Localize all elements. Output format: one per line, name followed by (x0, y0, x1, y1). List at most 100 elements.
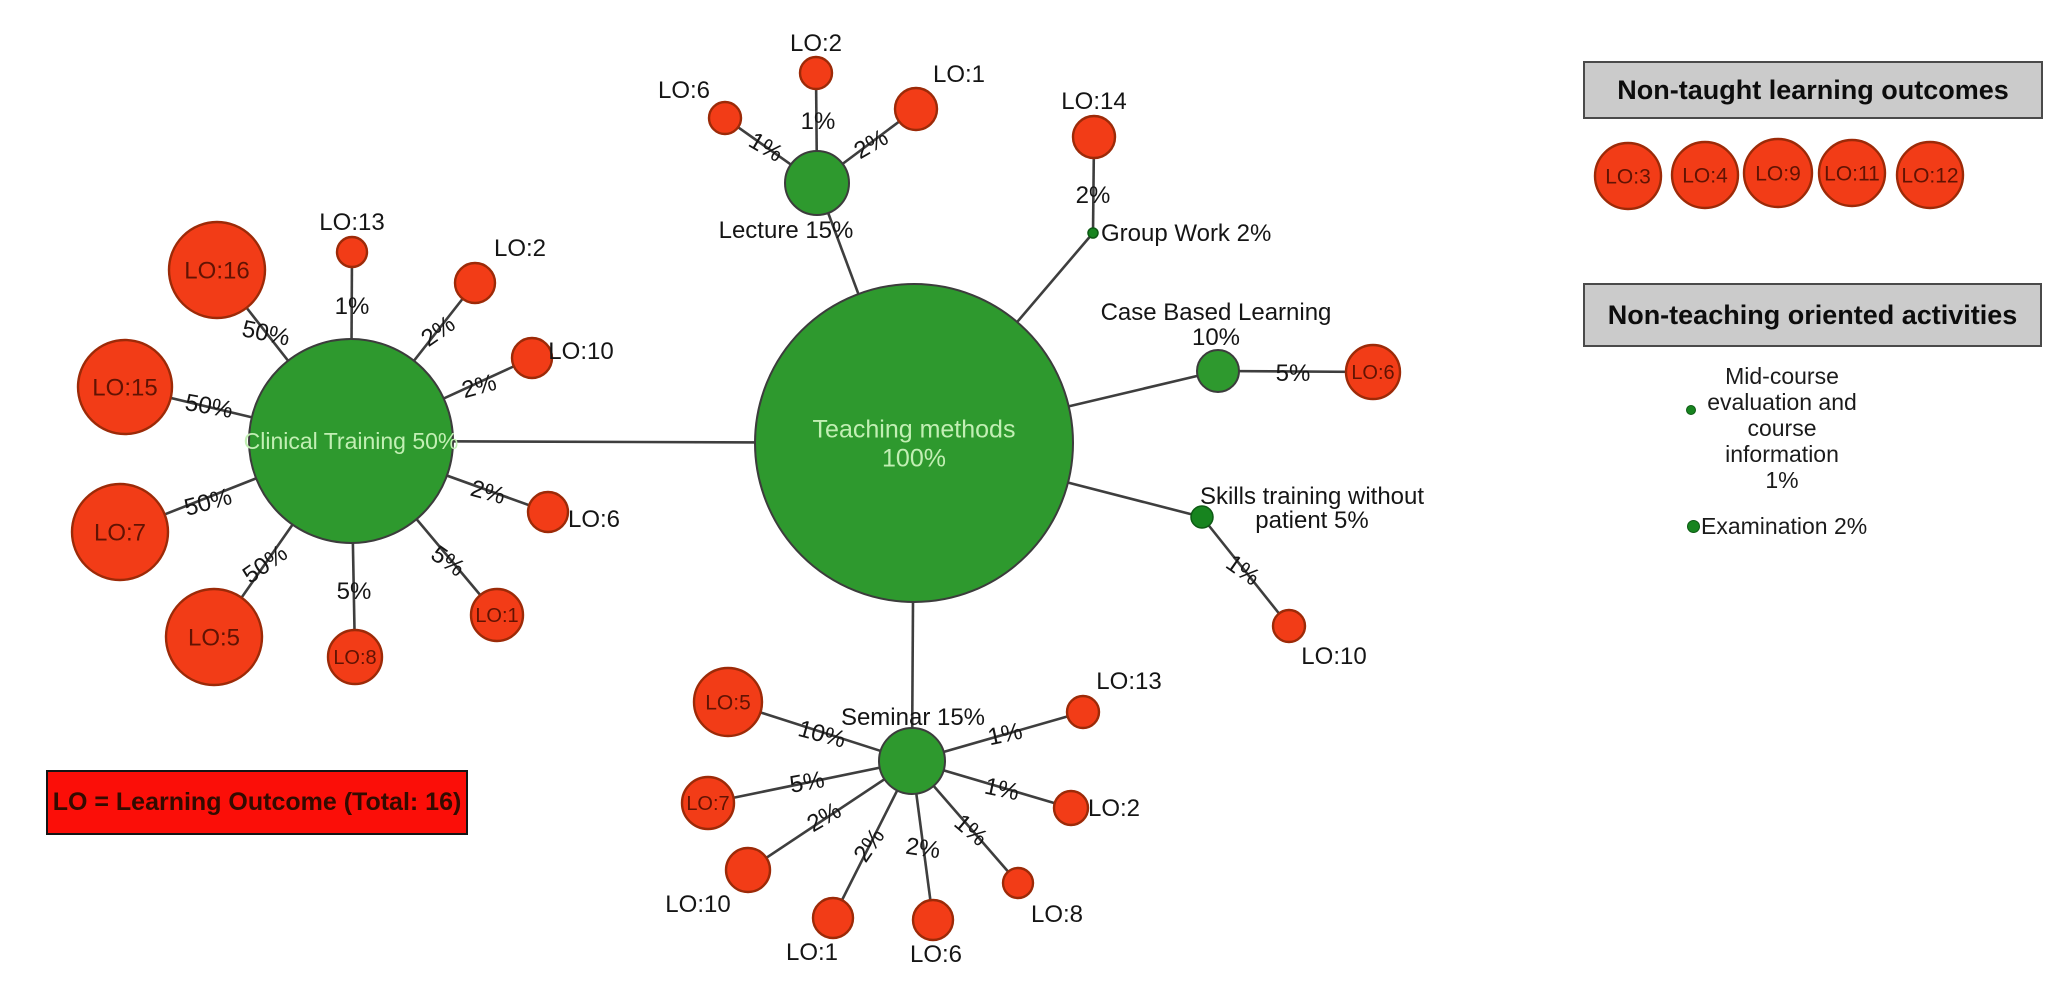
node-label: LO:10 (548, 338, 613, 365)
free-labels-layer: Lecture 15% Seminar 15% Case Based Learnin… (319, 30, 1424, 968)
node-label-c-lo16: LO:16 (184, 257, 249, 284)
midcourse-line: 1% (1765, 467, 1799, 493)
node-label-lg-lo4: LO:4 (1682, 164, 1728, 187)
node-circle-c-lo16 (167, 220, 267, 320)
node-label: LO:2 (494, 235, 546, 262)
node-label: LO:6 (568, 506, 620, 533)
edge-percentage-label: 1% (982, 773, 1022, 807)
node-circle-c-lo15 (76, 338, 174, 436)
node-circle-teaching (754, 283, 1074, 603)
midcourse-line: Mid-course (1725, 363, 1839, 389)
node-label: LO:14 (1061, 88, 1126, 115)
edge-percentage-label: 50% (181, 483, 234, 522)
legend-header-non-teaching: Non-teaching oriented activities (1583, 283, 2042, 347)
node-circle-c-lo5 (164, 587, 264, 687)
node-label: LO:10 (1301, 643, 1366, 670)
node-circle-sem-lo2 (1052, 789, 1090, 827)
node-circle-c-lo1 (469, 587, 525, 643)
examination-label-row: Examination 2% (1687, 513, 1867, 540)
legend-note-box: LO = Learning Outcome (Total: 16) (46, 770, 468, 835)
node-circle-sem-lo1 (811, 896, 855, 940)
node-circle-lg-lo9 (1742, 137, 1814, 209)
node-circle-seminar (878, 727, 946, 795)
node-label: Seminar 15% (841, 704, 985, 731)
edge-percentage-label: 2% (1076, 182, 1111, 209)
node-circle-lecture (784, 150, 850, 216)
node-label: 10% (1192, 324, 1240, 351)
node-circle-sem-lo5 (692, 666, 764, 738)
node-circle-sk-lo10 (1271, 608, 1307, 644)
node-label-sem-lo5: LO:5 (705, 691, 751, 714)
edge-percentage-label: 1% (335, 293, 370, 320)
node-label-lg-lo12: LO:12 (1901, 164, 1958, 187)
node-label: LO:6 (658, 77, 710, 104)
node-circle-c-lo7 (70, 482, 170, 582)
edge-percentage-label: 2% (848, 823, 890, 867)
node-circle-sem-lo10 (724, 846, 772, 894)
node-circle-sem-lo8 (1001, 866, 1035, 900)
node-circle-group-dot (1087, 227, 1099, 239)
node-circle-skills-dot (1190, 505, 1214, 529)
edge-percentage-label: 50% (183, 389, 235, 424)
node-circle-c-lo2 (453, 261, 497, 305)
legend-title-non-taught: Non-taught learning outcomes (1617, 74, 2009, 105)
examination-label: Examination 2% (1701, 513, 1868, 539)
edge-percentage-label: 50% (238, 540, 293, 590)
edge-percentage-label: 2% (904, 833, 942, 865)
node-circle-l-lo6 (707, 100, 743, 136)
edge-percentage-label: 5% (337, 578, 372, 605)
node-label: Lecture 15% (719, 217, 854, 244)
node-label: LO:2 (1088, 795, 1140, 822)
node-label-lg-lo11: LO:11 (1824, 162, 1880, 185)
midcourse-line: evaluation and (1707, 389, 1857, 415)
edge-percentage-label: 1% (744, 127, 788, 168)
node-circle-sem-lo13 (1065, 694, 1101, 730)
node-label-lg-lo3: LO:3 (1605, 165, 1651, 188)
node-circle-c-lo10 (510, 336, 554, 380)
node-label: Skills training without (1200, 483, 1424, 510)
node-circle-cbl-lo6 (1344, 343, 1402, 401)
node-circle-cbl (1196, 349, 1240, 393)
node-label: LO:6 (910, 941, 962, 968)
node-circle-l-lo2 (798, 55, 834, 91)
node-circle-c-lo13 (335, 235, 369, 269)
note-text: LO = Learning Outcome (Total: 16) (52, 788, 462, 816)
node-label-teaching: 100% (882, 444, 946, 472)
edge-skills-dot-sk-lo10 (1200, 516, 1291, 627)
node-label-clinical: Clinical Training 50% (244, 428, 459, 454)
edge-seminar-sem-lo7 (707, 759, 913, 805)
node-circle-lg-lo12 (1895, 140, 1965, 210)
edge-percentage-label: 1% (1221, 549, 1265, 591)
node-circle-sem-lo6 (911, 898, 955, 942)
node-circle-g-lo14 (1071, 114, 1117, 160)
node-label-lg-lo9: LO:9 (1755, 162, 1801, 185)
edge-percentage-label: 2% (802, 797, 846, 838)
node-circle-c-lo6 (526, 490, 570, 534)
node-circle-lg-lo11 (1817, 138, 1887, 208)
node-label: LO:2 (790, 30, 842, 57)
node-label: LO:13 (1096, 668, 1161, 695)
edge-percentage-label: 50% (240, 315, 293, 351)
node-label: Group Work 2% (1101, 220, 1271, 247)
node-label-c-lo5: LO:5 (188, 624, 240, 651)
node-circle-sem-lo7 (680, 775, 736, 831)
node-label-c-lo1: LO:1 (475, 605, 518, 627)
node-label: LO:8 (1031, 901, 1083, 928)
legend-title-non-teaching: Non-teaching oriented activities (1607, 299, 2018, 330)
edge-percentage-label: 2% (459, 369, 499, 404)
node-circle-lg-lo3 (1593, 141, 1663, 211)
node-label-sem-lo7: LO:7 (686, 793, 729, 815)
edge-percentage-label: 1% (985, 718, 1025, 752)
midcourse-line: course information (1725, 415, 1839, 467)
node-circle-c-lo8 (326, 628, 384, 686)
midcourse-evaluation-label: Mid-course evaluation and course informa… (1688, 363, 1876, 493)
node-circle-l-lo1 (893, 86, 939, 132)
edge-percentage-label: 5% (788, 766, 827, 799)
node-label-teaching: Teaching methods (813, 415, 1016, 443)
green-dot-icon (1687, 520, 1700, 533)
node-label: LO:13 (319, 209, 384, 236)
node-label: patient 5% (1255, 507, 1368, 534)
